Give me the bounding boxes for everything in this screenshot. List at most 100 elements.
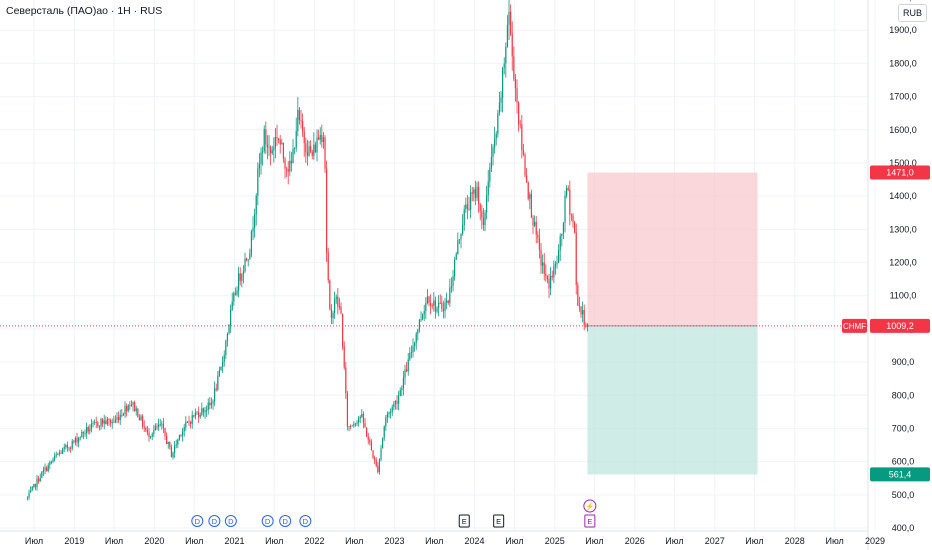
take-profit-zone[interactable] <box>587 325 758 475</box>
candle-body <box>286 168 288 170</box>
candle-body <box>158 424 160 427</box>
candle-body <box>375 459 377 467</box>
candle-body <box>348 425 350 427</box>
dividend-marker[interactable] <box>261 515 274 527</box>
event-marker[interactable] <box>583 499 597 513</box>
dividend-marker-text: D <box>282 517 288 526</box>
candle-body <box>145 427 147 431</box>
price-axis[interactable]: 2000,0 1900,0 1800,0 1700,0 1600,0 1500,0 1400… <box>889 0 917 533</box>
candle-body <box>42 470 45 472</box>
candle-body <box>340 306 342 314</box>
dividend-marker[interactable] <box>279 515 292 527</box>
candle-body <box>382 437 384 449</box>
candle-body <box>351 425 353 427</box>
candle-body <box>111 422 113 424</box>
candle-body <box>327 252 329 281</box>
x-tick-label: 2022 <box>305 536 325 546</box>
earnings-marker-text: E <box>496 517 501 526</box>
candle-body <box>470 192 472 210</box>
candle-body <box>447 300 449 304</box>
dividend-marker[interactable] <box>224 515 237 527</box>
candle-body <box>300 120 302 121</box>
candle-body <box>529 194 531 199</box>
stop-loss-zone[interactable] <box>587 172 758 326</box>
candle-body <box>522 149 525 155</box>
y-tick-label: 2000,0 <box>889 0 917 2</box>
candle-body <box>388 412 390 414</box>
candle-body <box>466 204 469 209</box>
candle-body <box>438 302 440 309</box>
candle-body <box>422 314 424 320</box>
candle-body <box>308 146 310 156</box>
x-tick-label: 2024 <box>465 536 485 546</box>
last-price-label-bg <box>870 318 930 333</box>
candle-body <box>79 437 81 439</box>
candle-body <box>233 293 235 302</box>
dividend-marker[interactable] <box>299 515 312 527</box>
candle-body <box>532 217 534 226</box>
candle-body <box>374 458 376 460</box>
candle-body <box>250 231 253 254</box>
candle-body <box>177 439 179 445</box>
candle-body <box>550 275 552 289</box>
candle-body <box>572 215 574 223</box>
candle-body <box>409 352 411 360</box>
candle-body <box>350 425 352 427</box>
candle-body <box>46 467 48 471</box>
candle-body <box>439 302 441 304</box>
candle-body <box>415 333 417 344</box>
x-tick-label: 2023 <box>385 536 405 546</box>
y-tick-label: 1600,0 <box>889 125 917 135</box>
candle-body <box>183 427 185 432</box>
candle-body <box>306 152 309 156</box>
candle-body <box>393 403 395 408</box>
candle-body <box>26 497 29 499</box>
candle-body <box>60 452 62 454</box>
x-tick-label: Июл <box>665 536 683 546</box>
candle-body <box>138 417 141 421</box>
candle-body <box>431 305 433 307</box>
candle-body <box>130 404 133 406</box>
x-tick-label: 2027 <box>705 536 725 546</box>
candle-body <box>166 435 168 444</box>
candle-body <box>110 420 112 424</box>
candle-body <box>167 441 169 444</box>
candle-body <box>386 413 389 418</box>
earnings-marker[interactable] <box>493 514 505 528</box>
currency-button[interactable]: RUB <box>898 4 927 22</box>
y-tick-label: 1300,0 <box>889 224 917 234</box>
candle-body <box>162 423 165 428</box>
candle-body <box>494 138 496 148</box>
candle-body <box>457 240 459 254</box>
x-tick-label: Июл <box>265 536 283 546</box>
upcoming-earnings-marker[interactable] <box>584 514 596 528</box>
candle-body <box>436 308 438 312</box>
candle-body <box>124 406 126 415</box>
candle-body <box>481 210 483 218</box>
candle-body <box>474 189 477 198</box>
time-axis[interactable]: Июл 2019 Июл 2020 Июл 2021 Июл 2022 Июл 2023 Июл 20… <box>25 536 885 546</box>
candle-body <box>487 181 489 196</box>
dividend-marker[interactable] <box>191 515 204 527</box>
candle-body <box>476 186 478 198</box>
candle-body <box>242 271 245 275</box>
candle-body <box>287 169 289 172</box>
candle-body <box>362 413 365 423</box>
candle-body <box>239 273 241 281</box>
candle-body <box>194 412 197 417</box>
earnings-marker[interactable] <box>458 514 470 528</box>
earnings-marker-text: E <box>462 517 467 526</box>
candle-body <box>586 323 589 327</box>
candle-body <box>33 483 35 487</box>
candle-body <box>559 236 561 251</box>
candle-body <box>500 97 502 103</box>
candle-body <box>370 442 373 451</box>
candle-body <box>190 421 192 424</box>
candle-body <box>482 217 485 226</box>
dividend-marker[interactable] <box>208 515 221 527</box>
candle-body <box>343 346 345 368</box>
candle-body <box>30 490 32 493</box>
candle-body <box>310 146 312 152</box>
candle-body <box>236 290 238 295</box>
